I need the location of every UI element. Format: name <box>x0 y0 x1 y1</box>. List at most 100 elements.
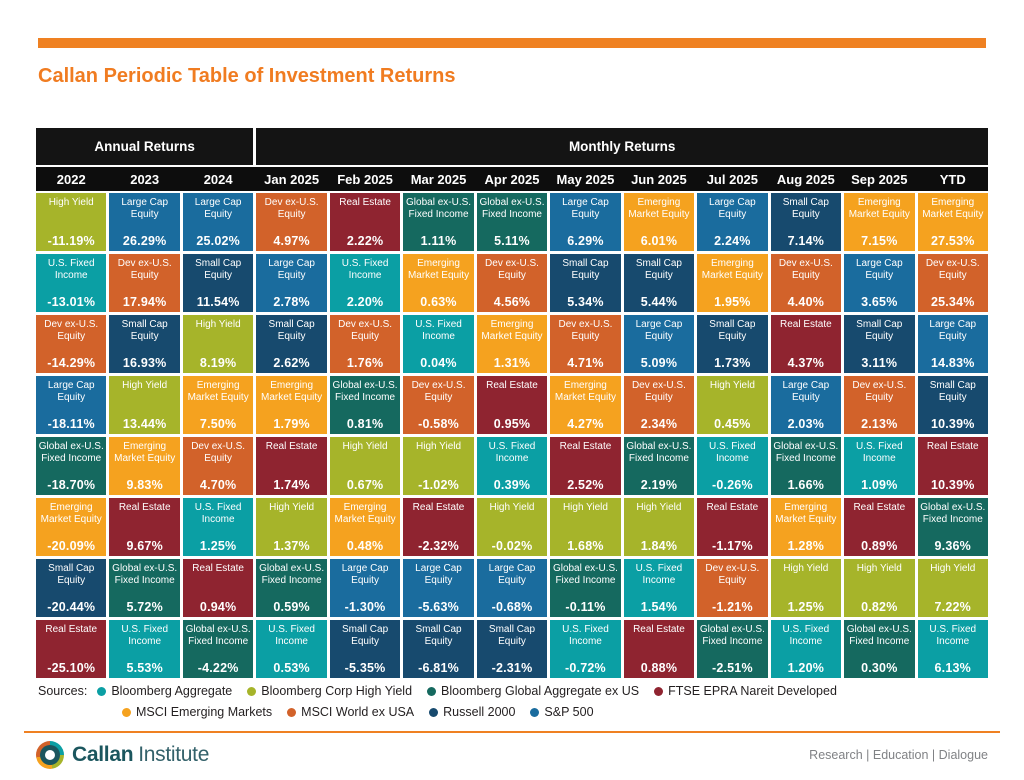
asset-name: Global ex-U.S. Fixed Income <box>552 563 618 586</box>
return-value: -20.09% <box>47 539 96 553</box>
asset-name: Global ex-U.S. Fixed Income <box>699 624 765 647</box>
asset-name: High Yield <box>489 502 535 513</box>
return-cell: Large Cap Equity 2.78% <box>256 254 327 312</box>
source-color-dot <box>530 707 540 717</box>
asset-name: Small Cap Equity <box>562 258 609 281</box>
asset-name: High Yield <box>195 319 241 330</box>
asset-name: Real Estate <box>559 441 612 452</box>
return-cell: Dev ex-U.S. Equity 2.13% <box>844 376 915 434</box>
return-cell: Dev ex-U.S. Equity 4.56% <box>476 254 548 312</box>
asset-name: Real Estate <box>192 563 244 574</box>
return-value: 2.78% <box>273 295 310 309</box>
return-value: -18.70% <box>47 478 96 492</box>
source-label: Bloomberg Aggregate <box>111 684 233 698</box>
source-color-dot <box>654 686 664 696</box>
asset-name: Small Cap Equity <box>121 319 168 342</box>
return-value: 4.71% <box>567 356 604 370</box>
return-cell: Emerging Market Equity 6.01% <box>623 193 695 251</box>
asset-name: Real Estate <box>412 502 465 513</box>
asset-name: Real Estate <box>926 441 979 452</box>
return-value: 4.97% <box>273 234 310 248</box>
return-cell: High Yield 8.19% <box>182 315 254 373</box>
sources-row-2: MSCI Emerging Markets MSCI World ex USA Ru… <box>122 705 594 719</box>
source-item: Russell 2000 <box>429 705 515 719</box>
return-cell: Small Cap Equity 16.93% <box>109 315 180 373</box>
return-cell: Dev ex-U.S. Equity 4.97% <box>256 193 327 251</box>
asset-name: Emerging Market Equity <box>114 441 176 464</box>
return-value: 4.70% <box>199 478 237 492</box>
return-value: 1.28% <box>787 539 825 553</box>
asset-name: Dev ex-U.S. Equity <box>558 319 613 342</box>
return-cell: Real Estate 0.95% <box>476 376 548 434</box>
sources-line-2: MSCI Emerging Markets MSCI World ex USA Ru… <box>38 705 837 719</box>
return-cell: Global ex-U.S. Fixed Income 1.11% <box>403 193 474 251</box>
return-value: 0.94% <box>199 600 237 614</box>
asset-name: Small Cap Equity <box>929 380 976 403</box>
asset-name: High Yield <box>562 502 608 513</box>
return-cell: Global ex-U.S. Fixed Income 5.11% <box>476 193 548 251</box>
source-label: Russell 2000 <box>443 705 516 719</box>
return-value: 5.09% <box>640 356 678 370</box>
asset-name: Dev ex-U.S. Equity <box>191 441 246 464</box>
return-value: 6.29% <box>567 234 604 248</box>
return-value: 10.39% <box>930 417 975 431</box>
return-cell: Global ex-U.S. Fixed Income -2.51% <box>697 620 768 678</box>
return-cell: Large Cap Equity 14.83% <box>917 315 988 373</box>
return-cell: Global ex-U.S. Fixed Income 0.81% <box>329 376 401 434</box>
source-item: MSCI Emerging Markets <box>122 705 272 719</box>
return-value: -0.58% <box>418 417 459 431</box>
asset-name: U.S. Fixed Income <box>635 563 683 586</box>
asset-name: Large Cap Equity <box>194 197 242 220</box>
return-cell: Real Estate 2.52% <box>550 437 621 495</box>
asset-name: Real Estate <box>633 624 685 635</box>
asset-name: U.S. Fixed Income <box>782 624 830 647</box>
return-value: 0.45% <box>714 417 751 431</box>
return-value: 8.19% <box>199 356 237 370</box>
asset-name: Large Cap Equity <box>782 380 830 403</box>
column-header: Jul 2025 <box>706 171 759 187</box>
return-value: 5.34% <box>567 295 604 309</box>
return-value: 2.52% <box>567 478 604 492</box>
return-value: -2.51% <box>711 661 753 675</box>
asset-name: Small Cap Equity <box>268 319 315 342</box>
return-value: 2.22% <box>346 234 384 248</box>
asset-name: Global ex-U.S. Fixed Income <box>773 441 839 464</box>
asset-name: High Yield <box>416 441 462 452</box>
asset-name: Large Cap Equity <box>929 319 977 342</box>
asset-name: Dev ex-U.S. Equity <box>631 380 686 403</box>
return-value: 1.25% <box>787 600 825 614</box>
asset-name: Dev ex-U.S. Equity <box>44 319 99 342</box>
asset-name: Global ex-U.S. Fixed Income <box>332 380 398 403</box>
return-cell: Emerging Market Equity 27.53% <box>917 193 988 251</box>
return-value: -18.11% <box>47 417 95 431</box>
return-value: 7.50% <box>199 417 237 431</box>
return-cell: Emerging Market Equity 7.50% <box>182 376 254 434</box>
asset-name: Dev ex-U.S. Equity <box>925 258 980 281</box>
source-label: S&P 500 <box>544 705 594 719</box>
column-header: YTD <box>939 171 966 187</box>
return-value: 1.84% <box>640 539 678 553</box>
return-value: 25.02% <box>196 234 240 248</box>
column-header: Mar 2025 <box>410 171 467 187</box>
top-accent-bar <box>38 38 986 48</box>
return-value: 2.24% <box>714 234 751 248</box>
return-cell: High Yield -0.02% <box>476 498 548 556</box>
asset-name: Dev ex-U.S. Equity <box>778 258 833 281</box>
source-label: MSCI Emerging Markets <box>136 705 273 719</box>
return-cell: Large Cap Equity -0.68% <box>476 559 548 617</box>
source-color-dot <box>97 686 107 696</box>
asset-name: Small Cap Equity <box>195 258 242 281</box>
return-cell: Real Estate -1.17% <box>697 498 768 556</box>
sources-legend: Sources: Bloomberg Aggregate Bloomberg Co… <box>38 684 837 726</box>
asset-name: U.S. Fixed Income <box>709 441 756 464</box>
return-cell: Real Estate 10.39% <box>917 437 988 495</box>
source-color-dot <box>122 707 131 717</box>
asset-name: Large Cap Equity <box>121 197 169 220</box>
brand-name: Callan <box>72 743 134 766</box>
asset-name: Real Estate <box>118 502 171 513</box>
return-cell: Real Estate -2.32% <box>403 498 474 556</box>
return-cell: Small Cap Equity 1.73% <box>697 315 768 373</box>
asset-name: High Yield <box>709 380 755 391</box>
asset-name: High Yield <box>930 563 976 574</box>
source-label: Bloomberg Corp High Yield <box>261 684 413 698</box>
